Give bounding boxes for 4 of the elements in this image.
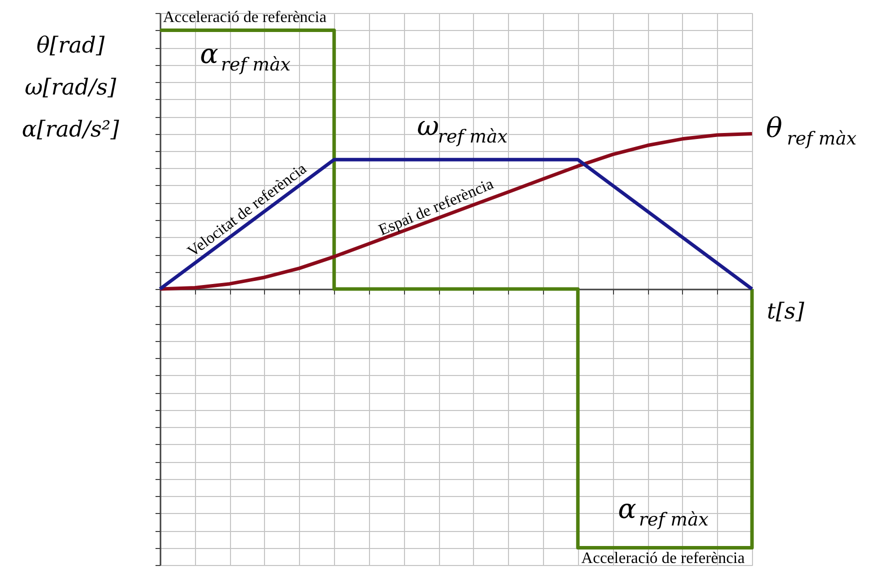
series-label: Acceleració de referència [163, 9, 326, 26]
x-axis-title: t[s] [766, 300, 805, 324]
text: Acceleració de referència [581, 550, 745, 567]
y-axis-title: θ[rad] ω[rad/s] α[rad/s²] [22, 34, 120, 142]
